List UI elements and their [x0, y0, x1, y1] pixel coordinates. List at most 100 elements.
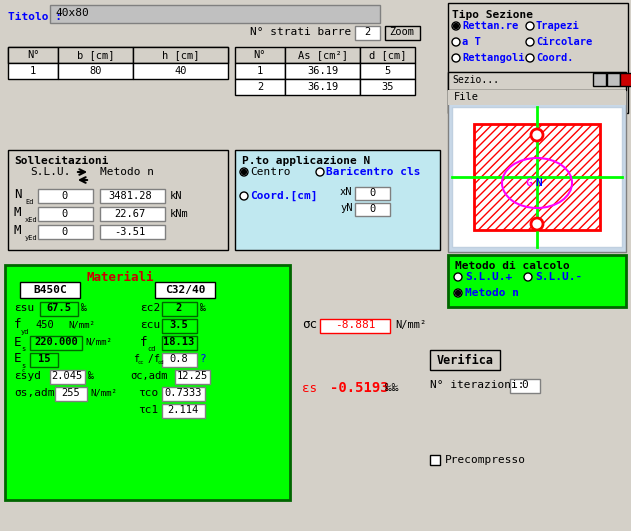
Text: cd: cd: [147, 346, 155, 352]
Text: 2.114: 2.114: [167, 405, 199, 415]
Text: 0: 0: [62, 209, 68, 219]
Text: εsu: εsu: [14, 303, 34, 313]
Text: yN: yN: [340, 203, 353, 213]
Text: 0.7333: 0.7333: [164, 388, 202, 398]
Text: s: s: [21, 346, 25, 352]
Text: h [cm]: h [cm]: [162, 50, 199, 60]
Text: 3481.28: 3481.28: [108, 191, 152, 201]
Text: Materiali: Materiali: [86, 271, 154, 284]
Bar: [50, 370, 85, 384]
Text: -0.5193: -0.5193: [330, 381, 389, 395]
Text: N°: N°: [254, 50, 266, 60]
Bar: [235, 63, 285, 79]
Text: Circolare: Circolare: [536, 37, 593, 47]
Circle shape: [526, 22, 534, 30]
Text: Precompresso: Precompresso: [445, 455, 526, 465]
Bar: [58, 63, 133, 79]
Text: kN: kN: [170, 191, 182, 201]
Text: 2.045: 2.045: [51, 371, 83, 381]
Text: Baricentro cls: Baricentro cls: [326, 167, 420, 177]
Circle shape: [454, 23, 459, 29]
Text: S.L.U.-: S.L.U.-: [535, 272, 582, 282]
Bar: [474, 124, 600, 230]
Text: 0: 0: [62, 191, 68, 201]
Text: 1: 1: [30, 66, 36, 76]
Bar: [162, 353, 197, 367]
Bar: [285, 47, 360, 63]
Text: d [cm]: d [cm]: [369, 50, 406, 60]
Bar: [162, 387, 205, 401]
Text: Metodo n: Metodo n: [465, 288, 519, 298]
Circle shape: [452, 38, 460, 46]
Text: 255: 255: [62, 388, 80, 398]
Text: Ed: Ed: [25, 199, 33, 205]
Bar: [360, 63, 415, 79]
Text: Coord.[cm]: Coord.[cm]: [250, 191, 317, 201]
Text: 0: 0: [522, 380, 528, 390]
Bar: [448, 255, 626, 307]
Text: f: f: [140, 336, 148, 348]
Text: C32/40: C32/40: [165, 285, 205, 295]
Text: N° strati barre: N° strati barre: [250, 27, 351, 37]
Text: N/mm²: N/mm²: [90, 389, 117, 398]
Circle shape: [452, 54, 460, 62]
Text: S.L.U.+: S.L.U.+: [465, 272, 512, 282]
Bar: [510, 379, 540, 393]
Bar: [285, 79, 360, 95]
Text: τc1: τc1: [138, 405, 158, 415]
Bar: [20, 282, 80, 298]
Text: N/mm²: N/mm²: [68, 321, 95, 330]
Text: M: M: [14, 225, 21, 237]
Text: Verifica: Verifica: [437, 354, 493, 366]
Text: ?: ?: [200, 354, 207, 364]
Bar: [38, 225, 93, 239]
Text: 67.5: 67.5: [47, 303, 71, 313]
Text: yd: yd: [21, 329, 30, 335]
Text: Zoom: Zoom: [389, 27, 415, 37]
Bar: [360, 79, 415, 95]
Bar: [320, 319, 390, 333]
Text: -3.51: -3.51: [114, 227, 146, 237]
Bar: [385, 26, 420, 40]
Circle shape: [240, 192, 248, 200]
Text: b [cm]: b [cm]: [77, 50, 114, 60]
Text: 18.13: 18.13: [163, 337, 194, 347]
Circle shape: [240, 168, 248, 176]
Text: xN: xN: [340, 187, 353, 197]
Bar: [235, 150, 440, 250]
Text: 36.19: 36.19: [307, 82, 338, 92]
Bar: [448, 72, 626, 90]
Text: N/mm²: N/mm²: [85, 338, 112, 347]
Text: εc2: εc2: [140, 303, 160, 313]
Text: σc,adm: σc,adm: [130, 371, 167, 381]
Text: εcu: εcu: [140, 320, 160, 330]
Text: 22.67: 22.67: [114, 209, 146, 219]
Text: Sollecitazioni: Sollecitazioni: [14, 156, 109, 166]
Text: 0: 0: [369, 188, 375, 198]
Text: a T: a T: [462, 37, 481, 47]
Text: c: c: [21, 368, 24, 373]
Bar: [474, 124, 600, 230]
Bar: [100, 207, 165, 221]
Text: τco: τco: [138, 388, 158, 398]
Text: Titolo :: Titolo :: [8, 12, 62, 22]
Text: As [cm²]: As [cm²]: [297, 50, 348, 60]
Bar: [355, 203, 390, 216]
Bar: [162, 336, 197, 350]
Text: 2: 2: [257, 82, 263, 92]
Text: ‰: ‰: [88, 371, 94, 381]
Circle shape: [524, 273, 532, 281]
Text: Centro: Centro: [250, 167, 290, 177]
Text: 36.19: 36.19: [307, 66, 338, 76]
Bar: [593, 73, 606, 86]
Text: σc: σc: [302, 319, 317, 331]
Text: N: N: [535, 178, 542, 188]
Text: N° iterazioni:: N° iterazioni:: [430, 380, 524, 390]
Text: Metodo di calcolo: Metodo di calcolo: [455, 261, 570, 271]
Text: Metodo n: Metodo n: [100, 167, 154, 177]
Text: f: f: [153, 354, 159, 364]
Text: Coord.: Coord.: [536, 53, 574, 63]
Text: yEd: yEd: [25, 235, 38, 241]
Text: f: f: [133, 354, 139, 364]
Circle shape: [526, 38, 534, 46]
